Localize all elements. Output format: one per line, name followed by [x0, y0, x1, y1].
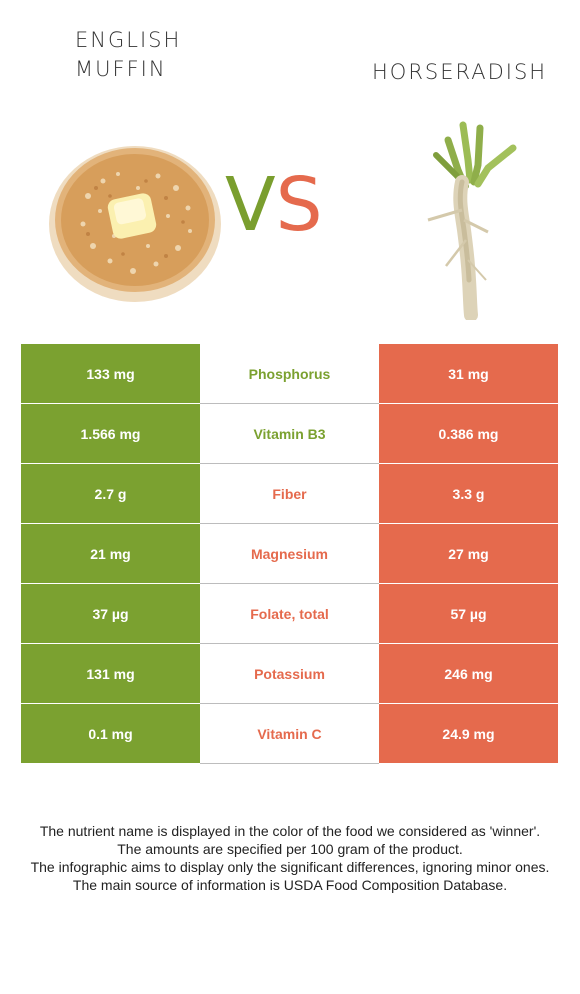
- nutrient-name: Vitamin C: [200, 703, 379, 764]
- nutrient-name: Folate, total: [200, 583, 379, 644]
- nutrient-row: 1.566 mg Vitamin B3 0.386 mg: [21, 403, 558, 464]
- nutrient-row: 0.1 mg Vitamin C 24.9 mg: [21, 703, 558, 764]
- left-value: 131 mg: [21, 643, 200, 704]
- right-value: 3.3 g: [379, 463, 558, 524]
- right-value: 31 mg: [379, 344, 558, 404]
- right-value: 24.9 mg: [379, 703, 558, 764]
- right-value: 27 mg: [379, 523, 558, 584]
- right-value: 246 mg: [379, 643, 558, 704]
- vs-label: VS: [225, 162, 323, 248]
- nutrient-row: 37 µg Folate, total 57 µg: [21, 583, 558, 644]
- right-value: 0.386 mg: [379, 403, 558, 464]
- footnote-line: The infographic aims to display only the…: [30, 859, 550, 875]
- footnotes: The nutrient name is displayed in the co…: [20, 822, 560, 894]
- nutrient-row: 21 mg Magnesium 27 mg: [21, 523, 558, 584]
- left-value: 37 µg: [21, 583, 200, 644]
- left-value: 2.7 g: [21, 463, 200, 524]
- horseradish-image: [427, 121, 517, 320]
- footnote-line: The nutrient name is displayed in the co…: [39, 823, 541, 839]
- nutrient-name: Magnesium: [200, 523, 379, 584]
- footnote-line: The amounts are specified per 100 gram o…: [117, 841, 463, 857]
- nutrient-row: 131 mg Potassium 246 mg: [21, 643, 558, 704]
- nutrient-name: Phosphorus: [200, 344, 379, 404]
- footnote-line: The main source of information is USDA F…: [72, 877, 508, 893]
- nutrient-comparison-table: 133 mg Phosphorus 31 mg 1.566 mg Vitamin B3 0…: [21, 344, 558, 764]
- nutrient-name: Fiber: [200, 463, 379, 524]
- left-food-title: ENGLISH MUFFIN: [75, 28, 182, 81]
- nutrient-row: 2.7 g Fiber 3.3 g: [21, 463, 558, 524]
- right-food-title: HORSERADISH: [372, 60, 548, 84]
- left-value: 21 mg: [21, 523, 200, 584]
- english-muffin-image: [49, 146, 221, 302]
- right-value: 57 µg: [379, 583, 558, 644]
- left-value: 1.566 mg: [21, 403, 200, 464]
- nutrient-name: Vitamin B3: [200, 403, 379, 464]
- left-value: 0.1 mg: [21, 703, 200, 764]
- nutrient-name: Potassium: [200, 643, 379, 704]
- left-value: 133 mg: [21, 344, 200, 404]
- nutrient-row: 133 mg Phosphorus 31 mg: [21, 344, 558, 404]
